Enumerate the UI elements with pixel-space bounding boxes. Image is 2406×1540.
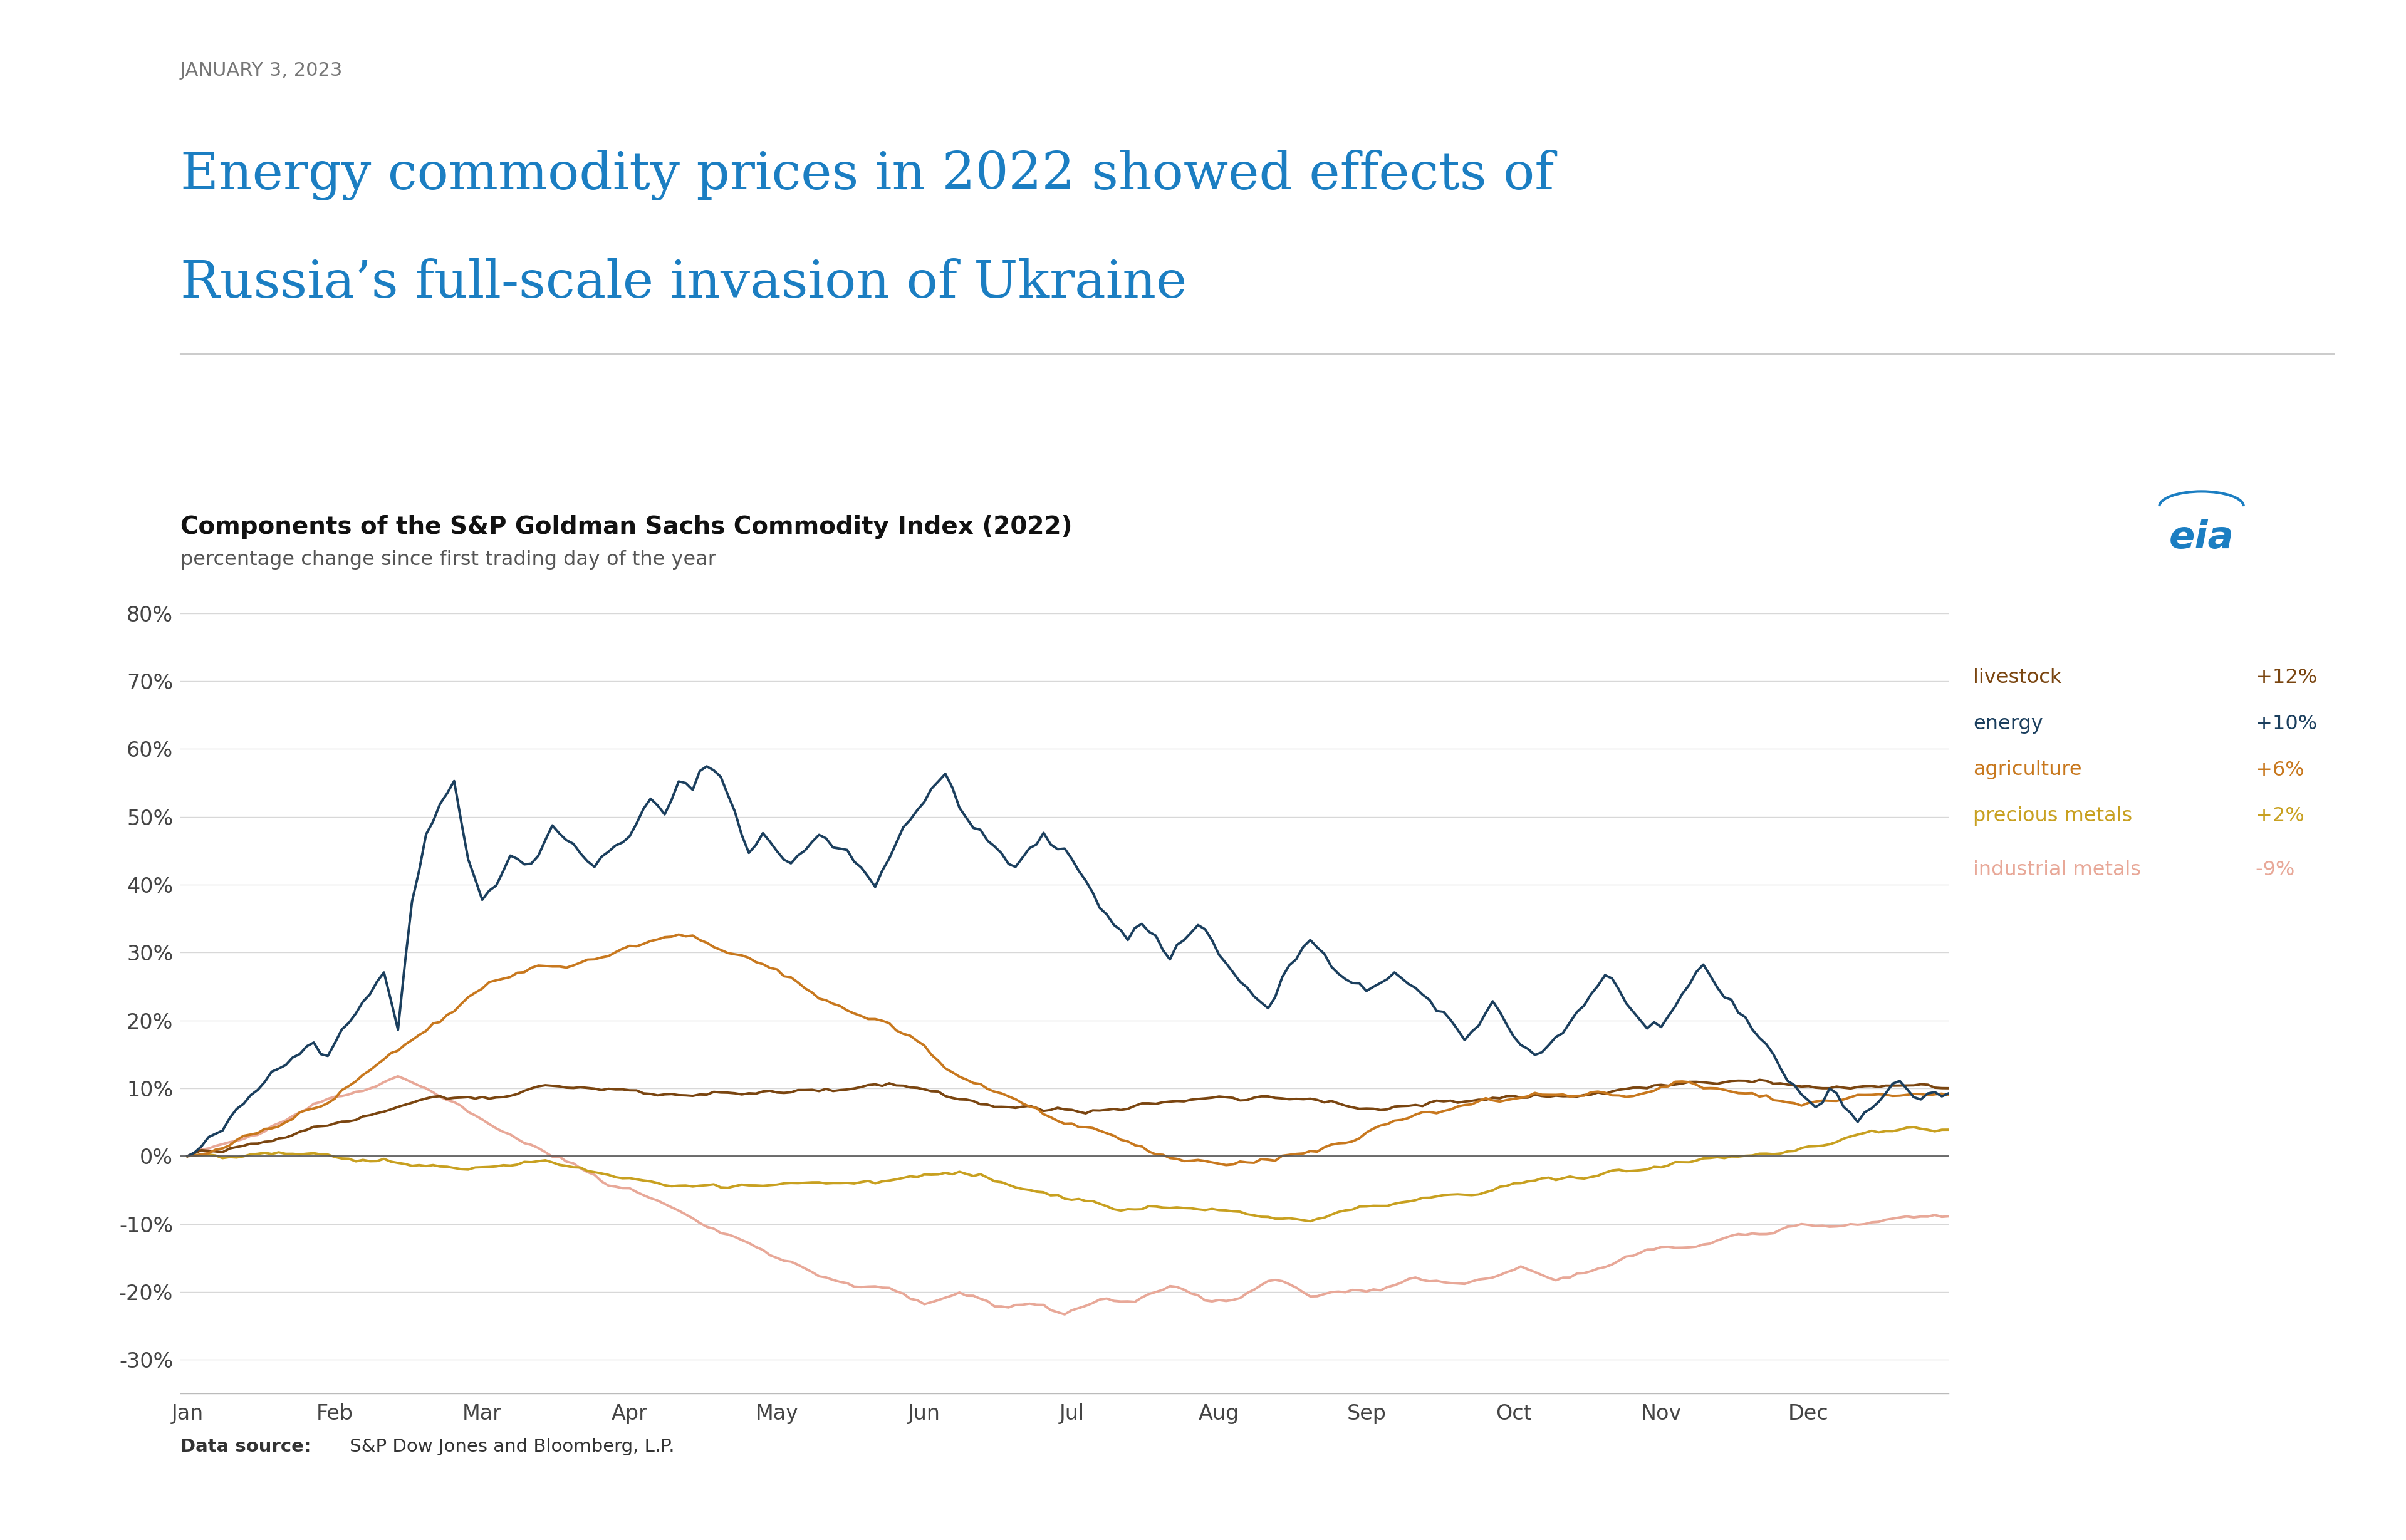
Text: +12%: +12% xyxy=(2250,668,2317,687)
Text: Russia’s full-scale invasion of Ukraine: Russia’s full-scale invasion of Ukraine xyxy=(180,257,1186,308)
Text: +2%: +2% xyxy=(2250,807,2305,825)
Text: Data source:: Data source: xyxy=(180,1438,310,1455)
Text: +10%: +10% xyxy=(2250,715,2317,733)
Text: percentage change since first trading day of the year: percentage change since first trading da… xyxy=(180,550,717,570)
Text: -9%: -9% xyxy=(2250,861,2295,879)
Text: precious metals: precious metals xyxy=(1973,807,2132,825)
Text: S&P Dow Jones and Bloomberg, L.P.: S&P Dow Jones and Bloomberg, L.P. xyxy=(344,1438,674,1455)
Text: livestock: livestock xyxy=(1973,668,2062,687)
Text: agriculture: agriculture xyxy=(1973,761,2081,779)
Text: JANUARY 3, 2023: JANUARY 3, 2023 xyxy=(180,62,344,80)
Text: energy: energy xyxy=(1973,715,2043,733)
Text: Energy commodity prices in 2022 showed effects of: Energy commodity prices in 2022 showed e… xyxy=(180,149,1554,200)
Text: Components of the S&P Goldman Sachs Commodity Index (2022): Components of the S&P Goldman Sachs Comm… xyxy=(180,516,1073,539)
Text: +6%: +6% xyxy=(2250,761,2305,779)
Text: eia: eia xyxy=(2168,519,2235,556)
Text: industrial metals: industrial metals xyxy=(1973,861,2141,879)
